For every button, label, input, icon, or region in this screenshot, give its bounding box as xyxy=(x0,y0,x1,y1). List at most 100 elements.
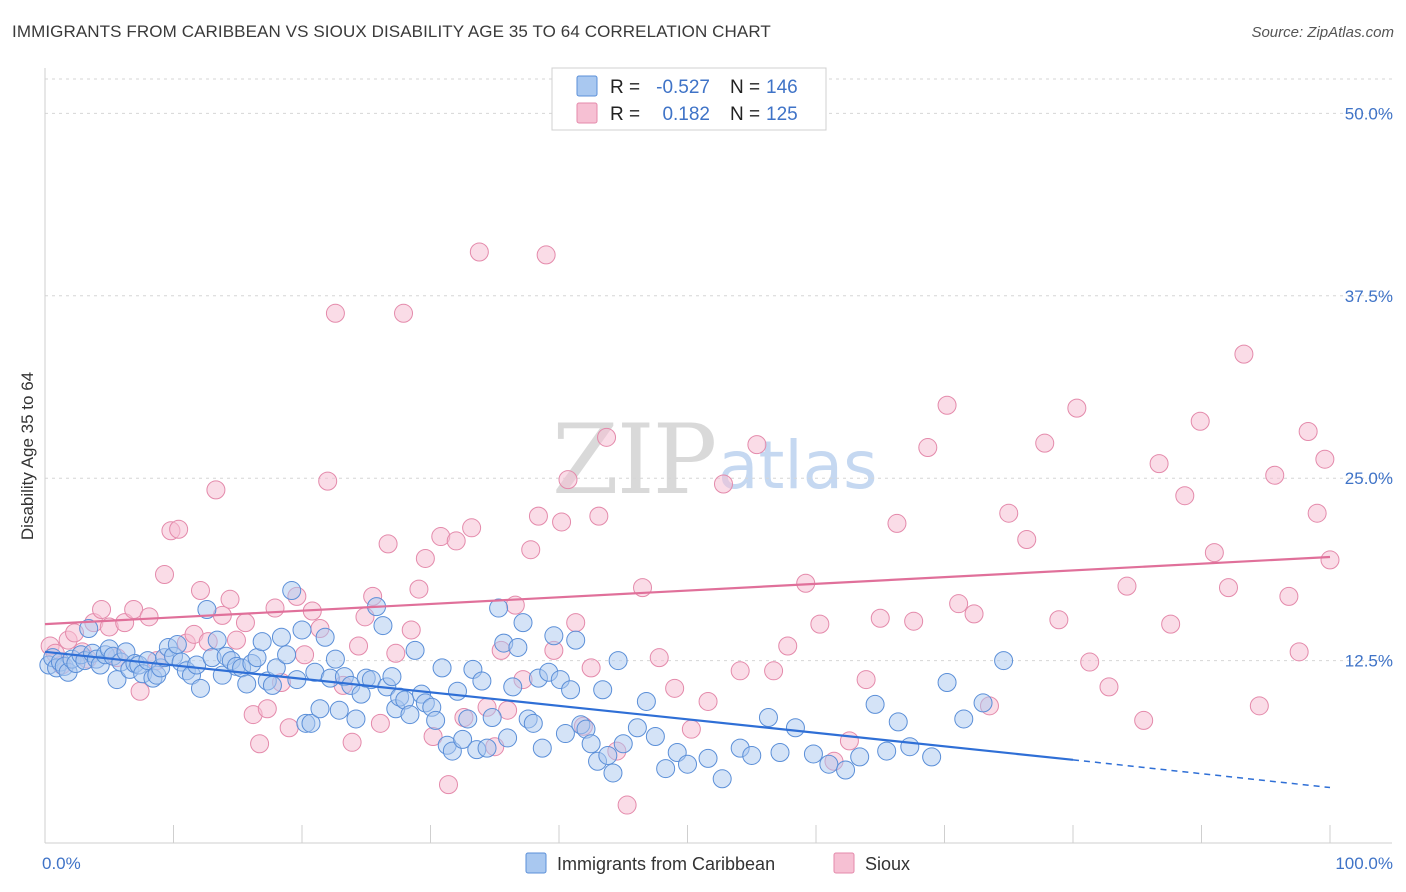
caribbean-point xyxy=(555,724,575,744)
series-swatch-caribbean xyxy=(525,852,547,874)
caribbean-point xyxy=(544,626,564,646)
caribbean-point xyxy=(922,747,942,767)
sioux-point xyxy=(279,718,299,738)
x-tick-label: 100.0% xyxy=(1335,854,1393,873)
legend-r-label: R = xyxy=(610,77,640,98)
caribbean-point xyxy=(489,598,509,618)
caribbean-point xyxy=(561,680,581,700)
sioux-point xyxy=(649,648,669,668)
sioux-point xyxy=(1099,677,1119,697)
legend-n-value: 125 xyxy=(766,104,798,125)
caribbean-point xyxy=(819,754,839,774)
caribbean-point xyxy=(472,671,492,691)
sioux-point xyxy=(325,303,345,323)
sioux-point xyxy=(1234,344,1254,364)
sioux-point xyxy=(1307,503,1327,523)
sioux-point xyxy=(964,604,984,624)
sioux-point xyxy=(349,636,369,656)
caribbean-point xyxy=(207,630,227,650)
y-tick-label: 25.0% xyxy=(1345,469,1393,488)
caribbean-point xyxy=(482,708,502,728)
caribbean-point xyxy=(447,681,467,701)
sioux-point xyxy=(469,242,489,262)
sioux-point xyxy=(1175,486,1195,506)
sioux-point xyxy=(92,600,112,620)
caribbean-point xyxy=(167,635,187,655)
sioux-point xyxy=(378,534,398,554)
caribbean-point xyxy=(187,655,207,675)
caribbean-point xyxy=(678,754,697,774)
sioux-point xyxy=(937,395,957,415)
sioux-point xyxy=(1289,642,1309,662)
correlation-legend: R = -0.527 N = 146 R = 0.182 N = 125 xyxy=(551,67,827,131)
chart-source: Source: ZipAtlas.com xyxy=(1251,24,1394,41)
legend-box xyxy=(551,67,827,131)
caribbean-point xyxy=(865,694,885,714)
series-label-sioux: Sioux xyxy=(865,854,910,874)
sioux-point xyxy=(1190,411,1210,431)
caribbean-point xyxy=(532,738,552,758)
trend-lines xyxy=(44,555,1331,789)
sioux-point xyxy=(220,589,240,609)
sioux-point xyxy=(856,670,876,690)
caribbean-point xyxy=(277,645,297,665)
legend-swatch-caribbean xyxy=(576,75,598,97)
sioux-point xyxy=(536,245,556,265)
caribbean-point xyxy=(400,705,420,725)
legend-swatch-sioux xyxy=(576,102,598,124)
caribbean-point xyxy=(785,718,805,738)
sioux-point xyxy=(521,540,541,560)
caribbean-point xyxy=(513,613,533,633)
series-label-caribbean: Immigrants from Caribbean xyxy=(557,854,775,874)
sioux-point xyxy=(1149,454,1169,474)
sioux-point xyxy=(949,594,969,614)
caribbean-point xyxy=(271,627,291,647)
caribbean-point xyxy=(603,763,623,783)
sioux-point xyxy=(1035,433,1055,453)
sioux-point xyxy=(1315,449,1335,469)
sioux-point xyxy=(1161,614,1181,634)
legend-r-value: 0.182 xyxy=(662,104,710,125)
caribbean-point xyxy=(698,748,718,768)
chart-title: IMMIGRANTS FROM CARIBBEAN VS SIOUX DISAB… xyxy=(12,22,771,41)
caribbean-point xyxy=(503,677,523,697)
legend-r-value: -0.527 xyxy=(656,77,710,98)
sioux-point xyxy=(394,303,414,323)
sioux-point xyxy=(415,548,435,568)
caribbean-point xyxy=(382,667,402,687)
sioux-point xyxy=(918,438,938,458)
caribbean-point xyxy=(877,741,897,761)
sioux-point xyxy=(139,607,159,627)
sioux-point xyxy=(462,518,482,538)
sioux-point xyxy=(1298,421,1318,441)
caribbean-point xyxy=(850,747,870,767)
caribbean-point xyxy=(508,637,528,657)
sioux-point xyxy=(589,506,609,526)
caribbean-point xyxy=(329,700,349,720)
sioux-point xyxy=(115,613,135,633)
sioux-point xyxy=(558,470,578,490)
sioux-point xyxy=(1049,610,1069,630)
sioux-point xyxy=(401,620,421,640)
sioux-point xyxy=(226,630,246,650)
sioux-point xyxy=(206,480,226,500)
sioux-point xyxy=(1017,529,1037,549)
caribbean-point xyxy=(197,600,217,620)
caribbean-point xyxy=(742,745,762,765)
sioux-point xyxy=(713,474,733,494)
gridlines xyxy=(45,78,1392,662)
caribbean-point xyxy=(836,760,856,780)
sioux-point xyxy=(581,658,601,678)
caribbean-point xyxy=(262,675,282,695)
caribbean-point xyxy=(498,728,518,748)
legend-n-label: N = xyxy=(730,104,760,125)
series-swatch-sioux xyxy=(833,852,855,874)
sioux-point xyxy=(1279,586,1299,606)
sioux-point xyxy=(566,613,586,633)
sioux-point xyxy=(681,719,701,739)
sioux-point xyxy=(257,699,277,719)
sioux-point xyxy=(446,531,466,551)
sioux-point xyxy=(265,598,285,618)
series-legend: Immigrants from Caribbean Sioux xyxy=(525,852,910,874)
